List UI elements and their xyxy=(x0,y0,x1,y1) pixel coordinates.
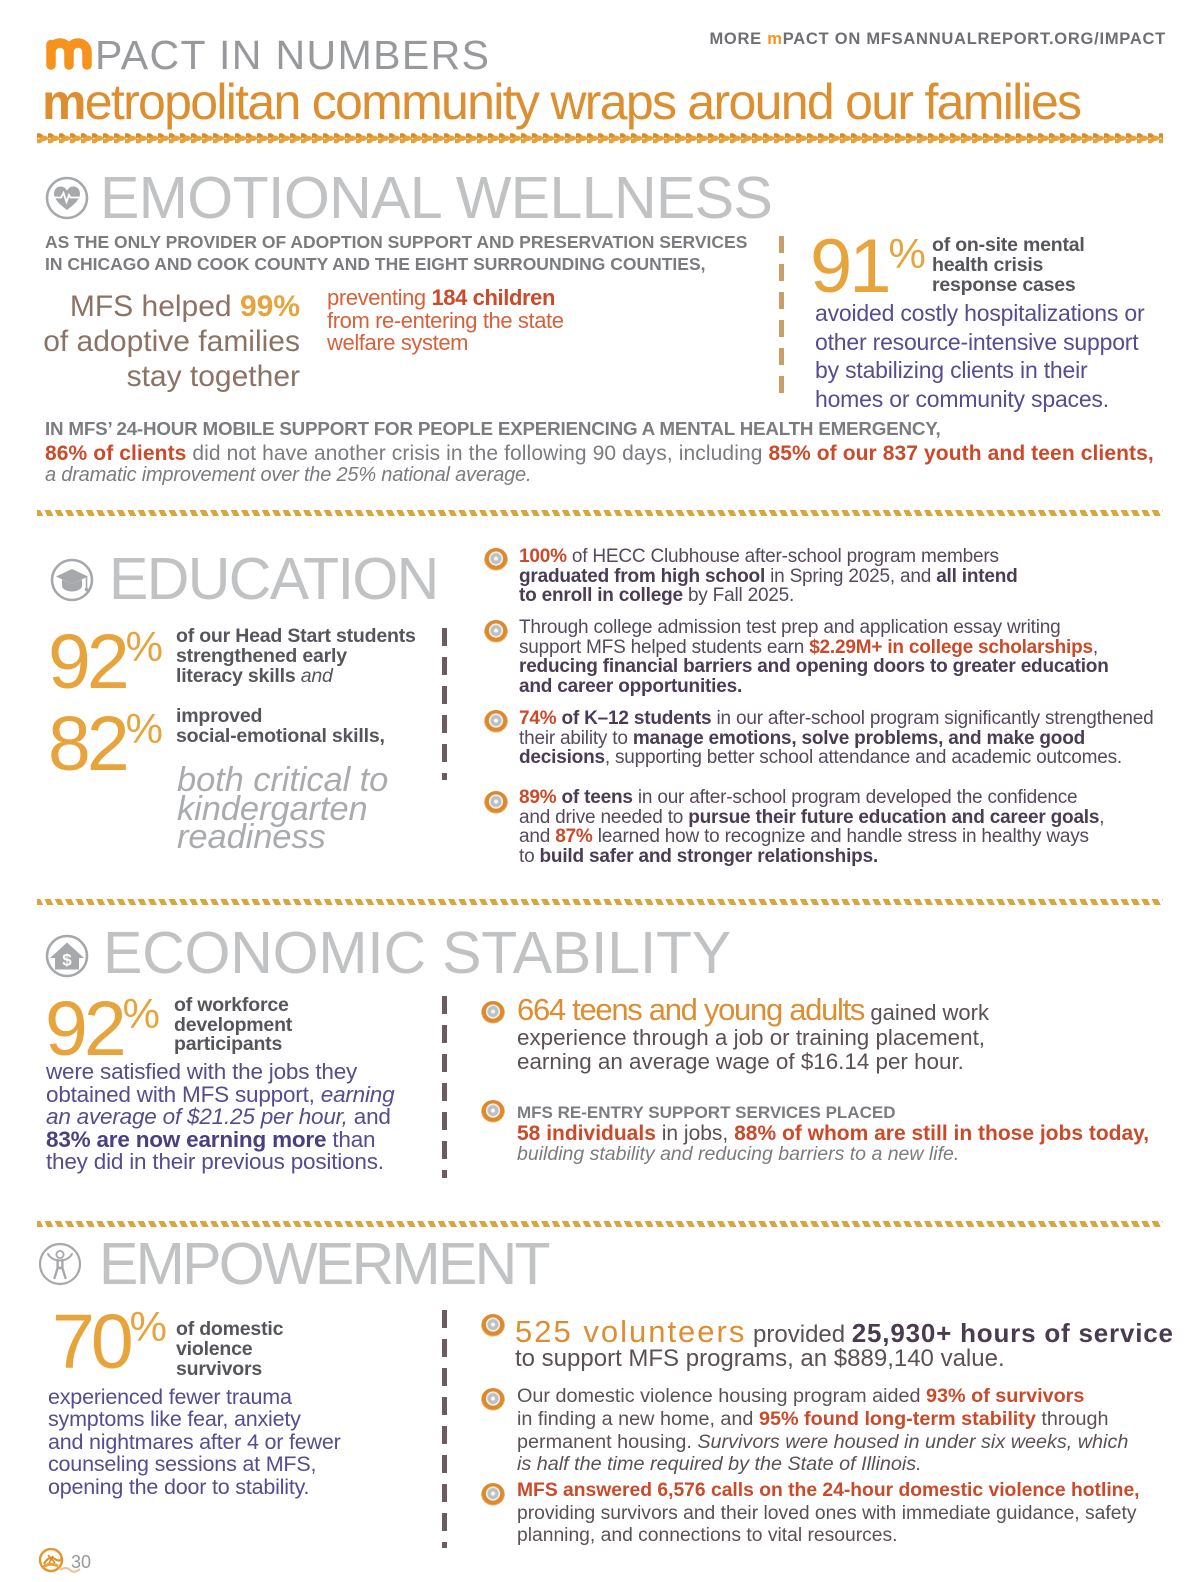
svg-text:$: $ xyxy=(62,951,72,970)
